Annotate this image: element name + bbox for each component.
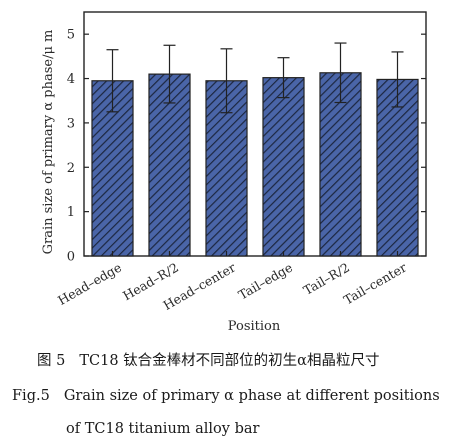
y-tick-label: 3 xyxy=(67,116,75,131)
caption-chinese: 图 5 TC18 钛合金棒材不同部位的初生α相晶粒尺寸 xyxy=(37,349,379,370)
caption-en-text-1: Grain size of primary α phase at differe… xyxy=(63,388,440,404)
y-tick-label: 0 xyxy=(67,250,75,265)
plot-frame xyxy=(83,11,427,257)
bar-chart: 012345Head–edgeHead–R/2Head–centerTail–e… xyxy=(41,11,427,334)
caption-english-line2: of TC18 titanium alloy bar xyxy=(66,421,259,437)
bar xyxy=(319,72,362,257)
caption-en-label: Fig.5 xyxy=(12,388,50,404)
x-tick-label: Tail–edge xyxy=(236,260,295,303)
caption-cn-label: 图 5 xyxy=(37,353,66,369)
bar xyxy=(376,78,419,257)
x-tick-label: Head–edge xyxy=(55,260,124,308)
bar xyxy=(262,77,305,257)
caption-english-line1: Fig.5 Grain size of primary α phase at di… xyxy=(12,388,440,404)
x-tick-label: Tail–center xyxy=(341,260,409,308)
x-axis-label: Position xyxy=(228,319,281,334)
caption-en-text-2: of TC18 titanium alloy bar xyxy=(66,421,260,437)
y-tick-label: 5 xyxy=(67,28,75,43)
y-tick-label: 2 xyxy=(67,161,75,176)
caption-cn-text: TC18 钛合金棒材不同部位的初生α相晶粒尺寸 xyxy=(79,353,380,369)
y-tick-label: 1 xyxy=(67,205,75,220)
y-tick-label: 4 xyxy=(67,72,75,87)
y-axis-label: Grain size of primary α phase/μ m xyxy=(41,30,56,255)
